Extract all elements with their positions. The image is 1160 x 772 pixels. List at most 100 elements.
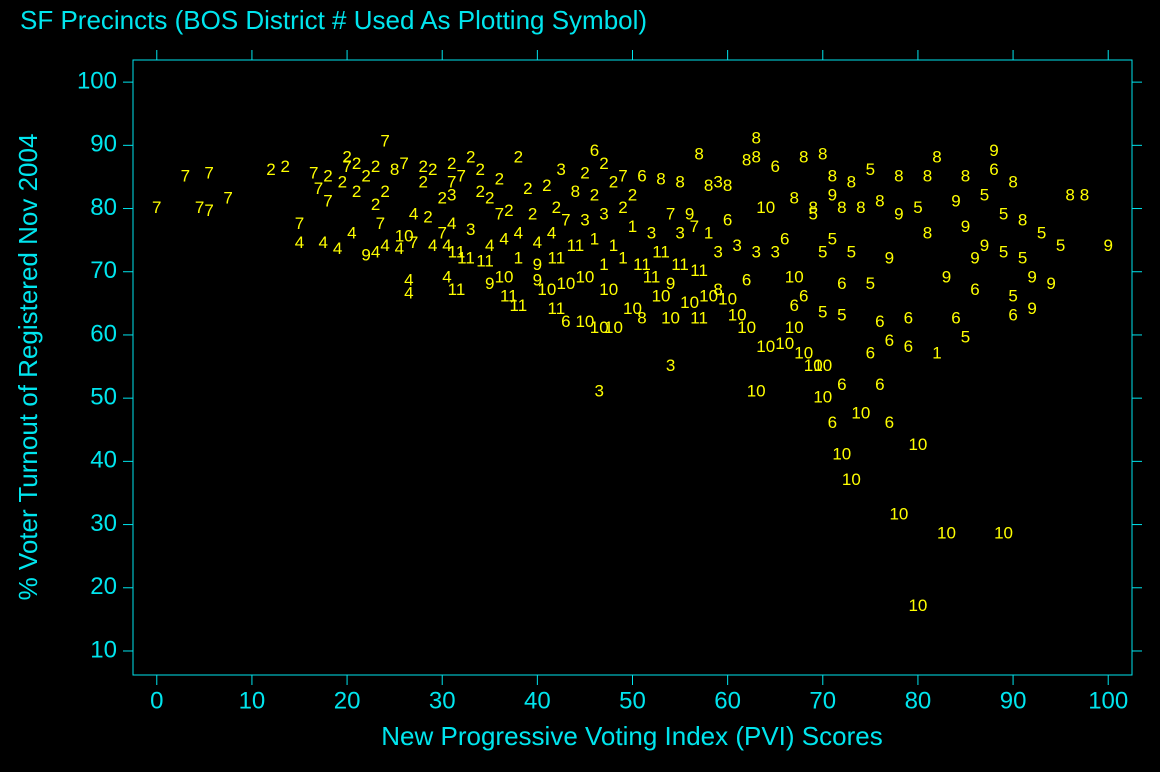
point: 10 — [785, 318, 804, 337]
point: 8 — [923, 166, 932, 185]
point: 11 — [476, 252, 494, 271]
point: 3 — [751, 242, 760, 261]
point: 6 — [637, 166, 646, 185]
point: 4 — [442, 268, 451, 287]
point: 10 — [575, 268, 594, 287]
point: 10 — [908, 596, 927, 615]
point: 8 — [875, 192, 884, 211]
point: 2 — [609, 173, 618, 192]
point: 4 — [533, 233, 542, 252]
point: 3 — [599, 204, 608, 223]
point: 9 — [1027, 299, 1036, 318]
point: 2 — [528, 204, 537, 223]
point: 2 — [628, 185, 637, 204]
point: 4 — [333, 239, 342, 258]
point: 6 — [885, 331, 894, 350]
point: 8 — [818, 144, 827, 163]
point: 10 — [747, 381, 766, 400]
point: 7 — [666, 204, 675, 223]
point: 8 — [961, 166, 970, 185]
point: 10 — [794, 343, 813, 362]
point: 2 — [437, 189, 446, 208]
point: 6 — [875, 375, 884, 394]
point: 4 — [409, 204, 418, 223]
point: 5 — [999, 204, 1008, 223]
point: 10 — [661, 309, 680, 328]
point: 7 — [342, 157, 351, 176]
point: 9 — [361, 245, 370, 264]
point: 8 — [932, 147, 941, 166]
point: 4 — [295, 233, 304, 252]
point: 9 — [828, 185, 837, 204]
point: 7 — [152, 198, 161, 217]
point: 3 — [770, 242, 779, 261]
point: 8 — [1018, 211, 1027, 230]
y-tick-label: 30 — [90, 510, 117, 537]
point: 5 — [818, 242, 827, 261]
point: 10 — [495, 268, 514, 287]
point: 4 — [499, 230, 508, 249]
point: 2 — [476, 182, 485, 201]
point: 2 — [323, 166, 332, 185]
point: 2 — [580, 163, 589, 182]
point: 5 — [818, 302, 827, 321]
point: 3 — [666, 356, 675, 375]
point: 11 — [633, 255, 651, 274]
point: 10 — [395, 226, 414, 245]
point: 11 — [500, 287, 518, 306]
point: 7 — [295, 214, 304, 233]
point: 2 — [618, 198, 627, 217]
x-tick-label: 0 — [150, 687, 163, 714]
point: 9 — [1046, 274, 1055, 293]
point: 11 — [448, 242, 466, 261]
point: 9 — [1103, 236, 1112, 255]
point: 7 — [309, 163, 318, 182]
point: 9 — [942, 268, 951, 287]
x-tick-label: 100 — [1088, 687, 1128, 714]
point: 10 — [623, 299, 642, 318]
point: 2 — [266, 160, 275, 179]
point: 11 — [652, 242, 670, 261]
point: 5 — [828, 230, 837, 249]
point: 6 — [904, 337, 913, 356]
point: 3 — [647, 223, 656, 242]
point: 7 — [376, 214, 385, 233]
point: 3 — [447, 185, 456, 204]
point: 10 — [537, 280, 556, 299]
point: 8 — [713, 280, 722, 299]
point: 10 — [728, 305, 747, 324]
chart-title: SF Precincts (BOS District # Used As Plo… — [20, 5, 647, 35]
point: 8 — [704, 176, 713, 195]
x-tick-label: 30 — [429, 687, 456, 714]
point: 6 — [837, 274, 846, 293]
point: 2 — [423, 208, 432, 227]
point: 7 — [399, 154, 408, 173]
point: 9 — [666, 274, 675, 293]
point: 4 — [447, 214, 456, 233]
point: 4 — [404, 283, 413, 302]
point: 2 — [590, 185, 599, 204]
point: 10 — [756, 337, 775, 356]
y-tick-label: 10 — [90, 636, 117, 663]
point: 8 — [656, 170, 665, 189]
point: 2 — [514, 147, 523, 166]
point: 9 — [961, 217, 970, 236]
point: 10 — [889, 505, 908, 524]
point: 8 — [751, 147, 760, 166]
point: 6 — [723, 211, 732, 230]
point: 4 — [347, 223, 356, 242]
point: 2 — [371, 195, 380, 214]
point: 2 — [447, 154, 456, 173]
y-axis-label: % Voter Turnout of Registered Nov 2004 — [13, 134, 43, 601]
point: 11 — [448, 280, 466, 299]
point: 7 — [323, 192, 332, 211]
point: 3 — [713, 173, 722, 192]
point: 8 — [809, 198, 818, 217]
point: 8 — [723, 176, 732, 195]
point: 8 — [790, 189, 799, 208]
point: 4 — [485, 236, 494, 255]
point: 4 — [514, 223, 523, 242]
point: 10 — [775, 334, 794, 353]
point: 3 — [466, 220, 475, 239]
point: 1 — [628, 217, 637, 236]
